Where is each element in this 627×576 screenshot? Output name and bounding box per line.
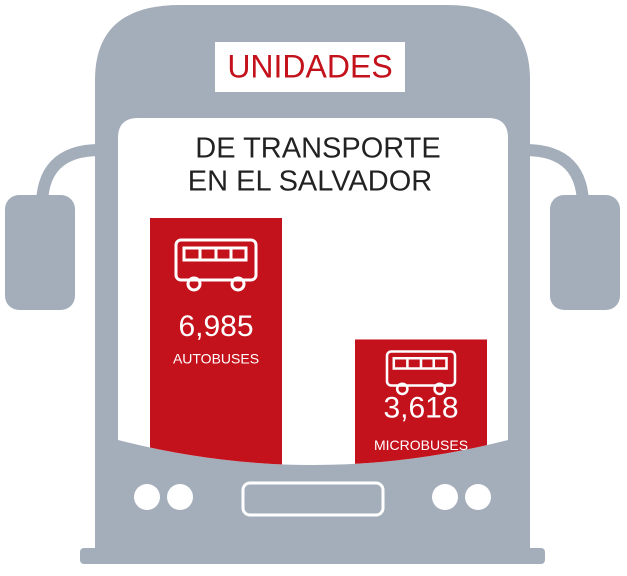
- icon-wheel: [186, 276, 202, 292]
- chart-title: UNIDADES: [227, 48, 392, 84]
- bus-icon: [174, 238, 258, 292]
- chart-subtitle: DE TRANSPORTE: [195, 133, 440, 165]
- category-label: AUTOBUSES: [173, 351, 259, 367]
- bus-graphic: [5, 5, 620, 564]
- chart-subtitle: EN EL SALVADOR: [188, 166, 432, 198]
- icon-body: [385, 350, 457, 387]
- category-label: MICROBUSES: [374, 437, 468, 453]
- icon-wheel: [433, 382, 447, 396]
- bus-icon: [385, 350, 457, 396]
- value-label: 6,985: [178, 310, 253, 343]
- icon-windows: [182, 246, 248, 262]
- icon-windows: [392, 356, 448, 370]
- value-label: 3,618: [383, 391, 458, 424]
- icon-body: [174, 238, 258, 282]
- icon-wheel: [395, 382, 409, 396]
- icon-wheel: [230, 276, 246, 292]
